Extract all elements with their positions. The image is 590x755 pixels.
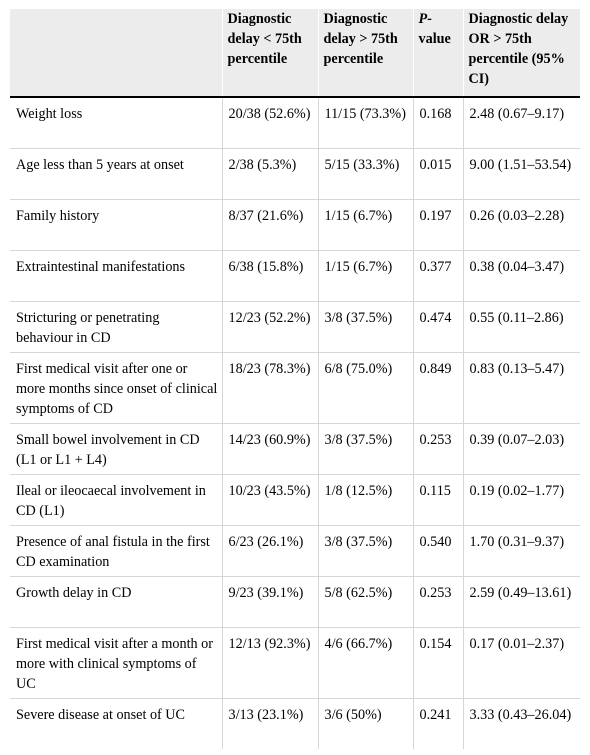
header-stub (10, 9, 223, 98)
cell-delay-below: 20/38 (52.6%) (222, 97, 319, 149)
row-label: First medical visit after one or more mo… (10, 352, 223, 424)
row-label: First medical visit after a month or mor… (10, 627, 223, 699)
table-row: Age less than 5 years at onset 2/38 (5.3%… (10, 148, 580, 200)
table-row: Family history 8/37 (21.6%) 1/15 (6.7%) 0.1… (10, 199, 580, 251)
table-row: Extraintestinal manifestations 6/38 (15.8… (10, 250, 580, 302)
table-row: Growth delay in CD 9/23 (39.1%) 5/8 (62.5%… (10, 576, 580, 628)
results-table: Diagnostic delay < 75th percentile Diagn… (10, 9, 580, 749)
row-label: Severe disease at onset of UC (10, 698, 223, 749)
cell-delay-below: 2/38 (5.3%) (222, 148, 319, 200)
cell-p-value: 0.253 (413, 576, 464, 628)
cell-p-value: 0.197 (413, 199, 464, 251)
header-row: Diagnostic delay < 75th percentile Diagn… (10, 9, 580, 98)
cell-p-value: 0.115 (413, 474, 464, 526)
table-row: First medical visit after a month or mor… (10, 627, 580, 699)
cell-delay-above: 3/8 (37.5%) (318, 525, 414, 577)
cell-p-value: 0.241 (413, 698, 464, 749)
cell-delay-below: 9/23 (39.1%) (222, 576, 319, 628)
cell-delay-above: 1/15 (6.7%) (318, 199, 414, 251)
table-row: Stricturing or penetrating behaviour in … (10, 301, 580, 353)
cell-odds-ratio: 0.38 (0.04–3.47) (463, 250, 580, 302)
header-p-value: P-value (413, 9, 464, 98)
cell-p-value: 0.849 (413, 352, 464, 424)
table-body: Weight loss 20/38 (52.6%) 11/15 (73.3%) 0.1… (10, 97, 580, 749)
row-label: Stricturing or penetrating behaviour in … (10, 301, 223, 353)
cell-odds-ratio: 0.17 (0.01–2.37) (463, 627, 580, 699)
header-delay-above: Diagnostic delay > 75th percentile (318, 9, 414, 98)
cell-p-value: 0.154 (413, 627, 464, 699)
cell-delay-below: 6/23 (26.1%) (222, 525, 319, 577)
cell-delay-above: 4/6 (66.7%) (318, 627, 414, 699)
cell-odds-ratio: 0.26 (0.03–2.28) (463, 199, 580, 251)
cell-delay-above: 3/6 (50%) (318, 698, 414, 749)
cell-delay-above: 6/8 (75.0%) (318, 352, 414, 424)
row-label: Small bowel involvement in CD (L1 or L1 … (10, 423, 223, 475)
table-row: Presence of anal fistula in the first CD… (10, 525, 580, 577)
header-delay-below: Diagnostic delay < 75th percentile (222, 9, 319, 98)
cell-delay-below: 3/13 (23.1%) (222, 698, 319, 749)
cell-delay-below: 8/37 (21.6%) (222, 199, 319, 251)
header-odds-ratio: Diagnostic delay OR > 75th percentile (9… (463, 9, 580, 98)
table-row: Severe disease at onset of UC 3/13 (23.1%… (10, 698, 580, 749)
cell-odds-ratio: 3.33 (0.43–26.04) (469, 706, 572, 723)
cell-delay-below: 10/23 (43.5%) (222, 474, 319, 526)
cell-delay-below: 12/23 (52.2%) (222, 301, 319, 353)
cell-delay-above: 11/15 (73.3%) (318, 97, 414, 149)
cell-odds-ratio: 2.59 (0.49–13.61) (463, 576, 580, 628)
cell-delay-above: 5/15 (33.3%) (318, 148, 414, 200)
table-header: Diagnostic delay < 75th percentile Diagn… (10, 9, 580, 98)
row-label: Weight loss (10, 97, 223, 149)
cell-delay-below: 14/23 (60.9%) (222, 423, 319, 475)
cell-delay-below: 12/13 (92.3%) (222, 627, 319, 699)
cell-delay-above: 1/8 (12.5%) (318, 474, 414, 526)
table-row: First medical visit after one or more mo… (10, 352, 580, 424)
cell-odds-ratio: 9.00 (1.51–53.54) (463, 148, 580, 200)
row-label: Ileal or ileocaecal involvement in CD (L… (10, 474, 223, 526)
row-label: Extraintestinal manifestations (10, 250, 223, 302)
cell-odds-ratio: 2.48 (0.67–9.17) (463, 97, 580, 149)
row-label: Presence of anal fistula in the first CD… (10, 525, 223, 577)
cell-delay-above: 3/8 (37.5%) (318, 301, 414, 353)
table-row: Weight loss 20/38 (52.6%) 11/15 (73.3%) 0.1… (10, 97, 580, 149)
cell-p-value: 0.474 (413, 301, 464, 353)
table-row: Small bowel involvement in CD (L1 or L1 … (10, 423, 580, 475)
cell-p-value: 0.377 (413, 250, 464, 302)
cell-p-value: 0.540 (413, 525, 464, 577)
cell-delay-above: 3/8 (37.5%) (318, 423, 414, 475)
cell-delay-above: 5/8 (62.5%) (318, 576, 414, 628)
table-row: Ileal or ileocaecal involvement in CD (L… (10, 474, 580, 526)
cell-odds-ratio: 0.39 (0.07–2.03) (463, 423, 580, 475)
cell-odds-ratio: 0.55 (0.11–2.86) (463, 301, 580, 353)
row-label: Age less than 5 years at onset (10, 148, 223, 200)
cell-p-value: 0.168 (413, 97, 464, 149)
cell-delay-above: 1/15 (6.7%) (318, 250, 414, 302)
row-label: Growth delay in CD (10, 576, 223, 628)
cell-odds-ratio: 0.83 (0.13–5.47) (463, 352, 580, 424)
cell-p-value: 0.015 (413, 148, 464, 200)
cell-odds-ratio: 0.19 (0.02–1.77) (463, 474, 580, 526)
cell-odds-ratio: 1.70 (0.31–9.37) (463, 525, 580, 577)
cell-p-value: 0.253 (413, 423, 464, 475)
cell-delay-below: 18/23 (78.3%) (222, 352, 319, 424)
cell-delay-below: 6/38 (15.8%) (222, 250, 319, 302)
row-label: Family history (10, 199, 223, 251)
